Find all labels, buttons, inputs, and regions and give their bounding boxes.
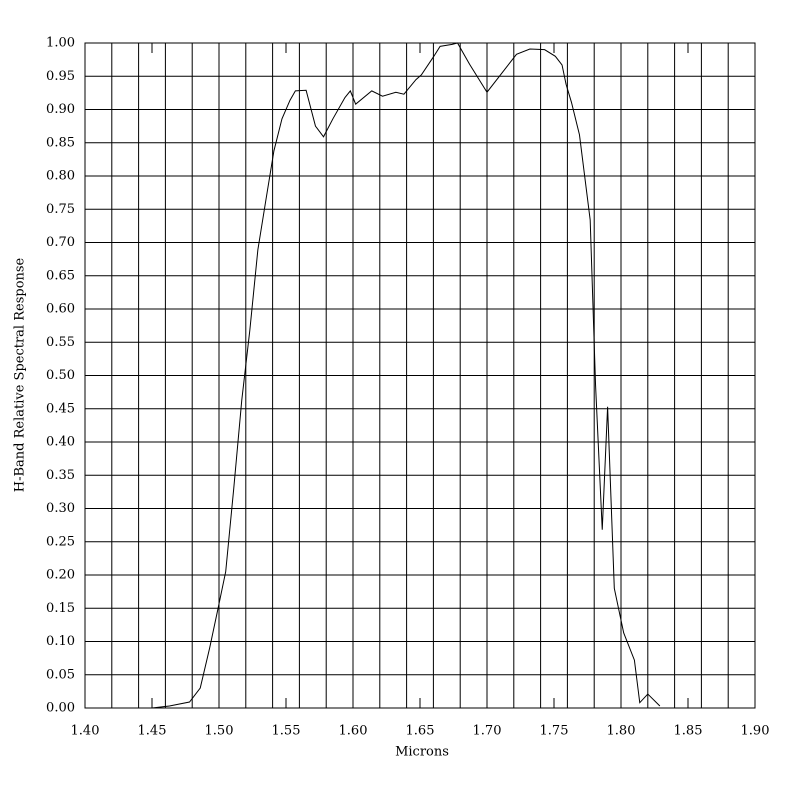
x-tick-label: 1.65 (406, 724, 435, 739)
x-tick-label: 1.80 (607, 724, 636, 739)
y-tick-label: 0.60 (46, 302, 75, 317)
y-tick-label: 0.25 (46, 534, 75, 549)
y-tick-label: 0.05 (46, 667, 75, 682)
x-tick-label: 1.55 (272, 724, 301, 739)
y-tick-label: 0.75 (46, 202, 75, 217)
y-tick-label: 0.55 (46, 335, 75, 350)
x-tick-label: 1.50 (205, 724, 234, 739)
y-tick-label: 1.00 (46, 36, 75, 51)
y-tick-label: 0.85 (46, 135, 75, 150)
y-axis-label: H-Band Relative Spectral Response (13, 257, 28, 492)
data-line (151, 42, 661, 709)
x-tick-label: 1.40 (71, 724, 100, 739)
x-tick-label: 1.90 (741, 724, 770, 739)
y-tick-label: 0.30 (46, 501, 75, 516)
y-tick-label: 0.15 (46, 601, 75, 616)
y-tick-label: 0.50 (46, 368, 75, 383)
x-tick-label: 1.70 (473, 724, 502, 739)
y-tick-label: 0.65 (46, 268, 75, 283)
x-tick-label: 1.85 (674, 724, 703, 739)
x-tick-label: 1.75 (540, 724, 569, 739)
y-tick-label: 0.20 (46, 568, 75, 583)
x-tick-label: 1.45 (138, 724, 167, 739)
y-tick-label: 0.40 (46, 435, 75, 450)
y-tick-label: 0.90 (46, 102, 75, 117)
y-tick-label: 0.70 (46, 235, 75, 250)
y-tick-label: 0.80 (46, 169, 75, 184)
y-tick-label: 0.10 (46, 634, 75, 649)
y-tick-label: 0.00 (46, 701, 75, 716)
x-axis-label: Microns (395, 745, 449, 760)
y-tick-label: 0.95 (46, 69, 75, 84)
y-tick-label: 0.35 (46, 468, 75, 483)
y-tick-label: 0.45 (46, 401, 75, 416)
x-tick-label: 1.60 (339, 724, 368, 739)
